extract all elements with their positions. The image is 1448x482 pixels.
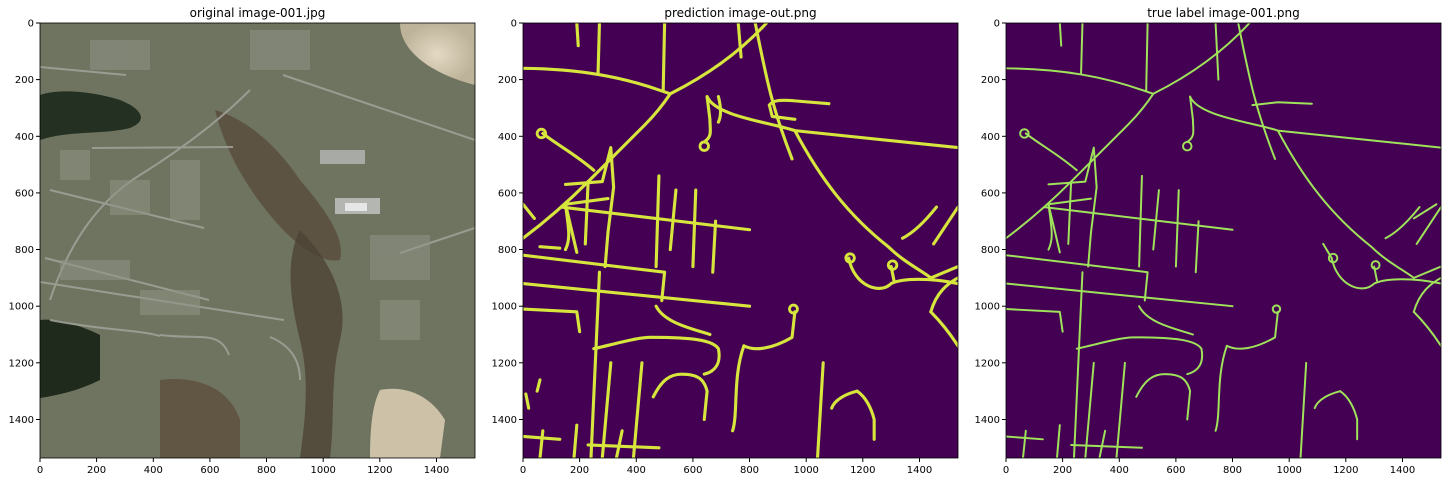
x-tick-label: 1000 bbox=[793, 465, 818, 476]
x-tick-label: 1400 bbox=[424, 465, 449, 476]
y-tick-label: 1000 bbox=[975, 302, 1000, 313]
y-tick-label: 0 bbox=[994, 19, 1000, 30]
y-tick-label: 1200 bbox=[975, 358, 1000, 369]
x-tick-label: 1000 bbox=[310, 465, 335, 476]
x-tick-label: 1000 bbox=[1276, 465, 1301, 476]
x-tick-label: 0 bbox=[1003, 465, 1009, 476]
x-tick-label: 1400 bbox=[1390, 465, 1415, 476]
y-tick-label: 1400 bbox=[9, 415, 34, 426]
y-tick-label: 200 bbox=[981, 75, 1000, 86]
x-tick-label: 0 bbox=[37, 465, 43, 476]
x-tick-label: 600 bbox=[200, 465, 219, 476]
y-tick-label: 600 bbox=[981, 188, 1000, 199]
aerial-photo bbox=[40, 23, 475, 458]
y-axis: 0 200 400 600 800 1000 1200 1400 bbox=[492, 19, 523, 426]
prediction-mask bbox=[523, 23, 958, 458]
x-axis: 0 200 400 600 800 1000 1200 1400 bbox=[1003, 458, 1415, 476]
predicted-roads bbox=[523, 23, 958, 458]
x-tick-label: 1400 bbox=[907, 465, 932, 476]
y-tick-label: 1000 bbox=[9, 302, 34, 313]
x-tick-label: 800 bbox=[740, 465, 759, 476]
y-tick-label: 1400 bbox=[975, 415, 1000, 426]
panel-original: original image-001.jpg bbox=[9, 6, 476, 476]
x-tick-label: 600 bbox=[683, 465, 702, 476]
y-axis: 0 200 400 600 800 1000 1200 1400 bbox=[9, 19, 40, 426]
panel-title: true label image-001.png bbox=[1147, 6, 1300, 20]
y-tick-label: 1200 bbox=[492, 358, 517, 369]
x-tick-label: 400 bbox=[144, 465, 163, 476]
x-tick-label: 800 bbox=[1223, 465, 1242, 476]
x-tick-label: 1200 bbox=[367, 465, 392, 476]
panel-title: prediction image-out.png bbox=[664, 6, 816, 20]
x-tick-label: 400 bbox=[1110, 465, 1129, 476]
y-tick-label: 200 bbox=[498, 75, 517, 86]
y-tick-label: 600 bbox=[498, 188, 517, 199]
x-tick-label: 1200 bbox=[850, 465, 875, 476]
y-tick-label: 400 bbox=[498, 132, 517, 143]
y-axis: 0 200 400 600 800 1000 1200 1400 bbox=[975, 19, 1006, 426]
y-tick-label: 800 bbox=[15, 245, 34, 256]
x-tick-label: 0 bbox=[520, 465, 526, 476]
x-tick-label: 400 bbox=[627, 465, 646, 476]
y-tick-label: 800 bbox=[981, 245, 1000, 256]
true-roads bbox=[1006, 23, 1441, 458]
axes-frame bbox=[39, 22, 476, 459]
panel-title: original image-001.jpg bbox=[190, 6, 326, 20]
y-tick-label: 800 bbox=[498, 245, 517, 256]
y-tick-label: 600 bbox=[15, 188, 34, 199]
x-tick-label: 1200 bbox=[1333, 465, 1358, 476]
x-tick-label: 600 bbox=[1166, 465, 1185, 476]
y-tick-label: 0 bbox=[28, 19, 34, 30]
axes-frame bbox=[522, 22, 959, 459]
x-axis: 0 200 400 600 800 1000 1200 1400 bbox=[520, 458, 932, 476]
x-tick-label: 200 bbox=[87, 465, 106, 476]
panel-true-label: true label image-001.png bbox=[975, 6, 1442, 476]
x-axis: 0 200 400 600 800 1000 1200 1400 bbox=[37, 458, 449, 476]
axes-frame bbox=[1005, 22, 1442, 459]
x-tick-label: 200 bbox=[570, 465, 589, 476]
y-tick-label: 400 bbox=[981, 132, 1000, 143]
panel-prediction: prediction image-out.png bbox=[492, 6, 959, 476]
y-tick-label: 1200 bbox=[9, 358, 34, 369]
true-label-mask bbox=[1006, 23, 1441, 458]
y-tick-label: 1400 bbox=[492, 415, 517, 426]
y-tick-label: 0 bbox=[511, 19, 517, 30]
predicted-culdesacs bbox=[535, 127, 899, 315]
x-tick-label: 200 bbox=[1053, 465, 1072, 476]
x-tick-label: 800 bbox=[257, 465, 276, 476]
y-tick-label: 400 bbox=[15, 132, 34, 143]
true-culdesacs bbox=[1019, 128, 1381, 314]
y-tick-label: 200 bbox=[15, 75, 34, 86]
y-tick-label: 1000 bbox=[492, 302, 517, 313]
